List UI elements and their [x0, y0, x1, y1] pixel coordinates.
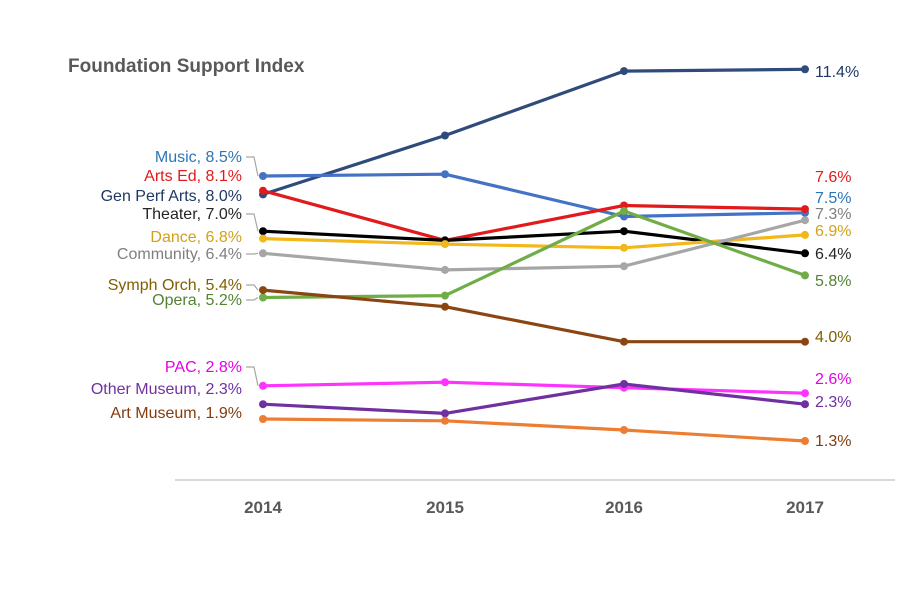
end-label-community: 7.3% — [815, 206, 851, 223]
series-line-symph-orch — [262, 288, 805, 344]
data-point-theater-2017 — [801, 249, 809, 258]
start-label-theater: Theater, 7.0% — [142, 206, 242, 223]
data-point-opera-2015 — [441, 291, 449, 300]
series-labels: Gen Perf Arts, 8.0% Music, 8.5% Arts Ed, 8… — [91, 64, 859, 450]
data-point-community-2015 — [441, 265, 449, 274]
data-point-pac-2015 — [441, 378, 449, 387]
end-label-pac: 2.6% — [815, 371, 851, 388]
end-label-other-museum: 2.3% — [815, 394, 851, 411]
series-opera — [259, 207, 809, 302]
end-label-dance: 6.9% — [815, 223, 851, 240]
data-point-symph-orch-2017 — [801, 337, 809, 346]
series-line-opera — [262, 209, 806, 300]
series-gen-perf-arts — [259, 65, 809, 199]
data-point-opera-2017 — [801, 271, 809, 280]
data-point-other-museum-2015 — [441, 409, 449, 418]
data-point-pac-2017 — [801, 389, 809, 398]
start-label-dance: Dance, 6.8% — [150, 229, 242, 246]
data-point-pac-2014 — [259, 381, 267, 390]
data-point-dance-2015 — [441, 240, 449, 249]
x-tick-2017: 2017 — [786, 498, 824, 517]
end-label-symph-orch: 4.0% — [815, 329, 851, 346]
data-point-arts-ed-2016 — [620, 201, 628, 210]
start-label-opera: Opera, 5.2% — [152, 292, 242, 309]
connector-symph-orch — [246, 284, 259, 291]
series-line-music — [262, 172, 806, 219]
series-line-art-museum — [262, 417, 806, 443]
data-point-community-2017 — [801, 216, 809, 225]
data-point-symph-orch-2014 — [259, 286, 267, 295]
data-point-gen-perf-arts-2015 — [441, 131, 449, 140]
series-dance — [259, 230, 809, 252]
start-label-pac: PAC, 2.8% — [165, 359, 242, 376]
data-point-community-2016 — [620, 262, 628, 271]
start-label-gen-perf-arts: Gen Perf Arts, 8.0% — [101, 188, 242, 205]
connector-music — [246, 156, 259, 177]
label-connectors — [246, 156, 259, 386]
start-label-other-museum: Other Museum, 2.3% — [91, 381, 242, 398]
data-point-theater-2014 — [259, 227, 267, 236]
data-point-art-museum-2014 — [259, 415, 267, 423]
data-point-community-2014 — [259, 249, 267, 258]
data-point-art-museum-2017 — [801, 437, 809, 445]
series-symph-orch — [259, 286, 809, 346]
data-point-opera-2014 — [259, 293, 267, 302]
end-label-opera: 5.8% — [815, 273, 851, 290]
end-label-theater: 6.4% — [815, 246, 851, 263]
start-label-arts-ed: Arts Ed, 8.1% — [144, 168, 242, 185]
end-label-art-museum: 1.3% — [815, 433, 851, 450]
connector-community — [246, 252, 259, 255]
data-point-symph-orch-2016 — [620, 337, 628, 346]
start-label-symph-orch: Symph Orch, 5.4% — [108, 277, 242, 294]
series-arts-ed — [259, 186, 809, 245]
connector-opera — [246, 296, 259, 301]
data-point-dance-2014 — [259, 234, 267, 243]
start-label-music: Music, 8.5% — [155, 149, 242, 166]
end-label-arts-ed: 7.6% — [815, 169, 851, 186]
series-line-other-museum — [262, 382, 806, 415]
data-point-theater-2016 — [620, 227, 628, 236]
data-point-dance-2017 — [801, 230, 809, 239]
x-tick-2015: 2015 — [426, 498, 464, 517]
data-point-arts-ed-2014 — [259, 186, 267, 195]
data-point-gen-perf-arts-2016 — [620, 67, 628, 76]
data-point-music-2016 — [620, 212, 628, 221]
series-line-arts-ed — [262, 189, 806, 242]
connector-theater — [246, 213, 259, 232]
series-art-museum — [259, 415, 809, 445]
data-point-other-museum-2017 — [801, 400, 809, 409]
x-axis-ticks: 2014 2015 2016 2017 — [244, 498, 824, 517]
data-point-art-museum-2015 — [441, 416, 449, 425]
data-point-arts-ed-2017 — [801, 205, 809, 214]
series-lines — [259, 65, 809, 445]
chart-title: Foundation Support Index — [68, 56, 305, 77]
data-point-music-2014 — [259, 172, 267, 180]
end-label-music: 7.5% — [815, 190, 851, 207]
data-point-symph-orch-2015 — [441, 302, 449, 311]
data-point-other-museum-2016 — [620, 380, 628, 388]
start-label-art-museum: Art Museum, 1.9% — [110, 405, 242, 422]
connector-pac — [246, 366, 259, 386]
series-line-gen-perf-arts — [262, 67, 806, 196]
x-tick-2014: 2014 — [244, 498, 282, 517]
start-label-community: Community, 6.4% — [117, 246, 242, 263]
data-point-other-museum-2014 — [259, 400, 267, 409]
series-line-pac — [262, 380, 806, 395]
data-point-opera-2016 — [620, 207, 628, 215]
data-point-gen-perf-arts-2017 — [801, 65, 809, 74]
data-point-dance-2016 — [620, 243, 628, 252]
x-tick-2016: 2016 — [605, 498, 643, 517]
data-point-music-2015 — [441, 170, 449, 179]
series-other-museum — [259, 380, 809, 418]
end-label-gen-perf-arts: 11.4% — [815, 64, 859, 81]
series-line-dance — [262, 233, 806, 250]
data-point-art-museum-2016 — [620, 426, 628, 434]
